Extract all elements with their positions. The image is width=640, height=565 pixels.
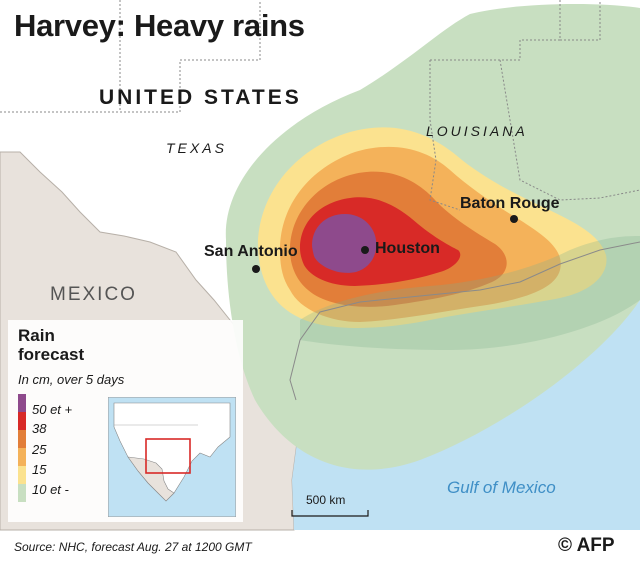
city-label-baton-rouge: Baton Rouge <box>460 195 560 212</box>
coastal-overlay <box>300 236 640 350</box>
legend-swatch-10 <box>18 466 26 484</box>
legend: Rain forecast In cm, over 5 days 50 et +… <box>8 320 243 522</box>
afp-credit: © AFP <box>558 535 615 556</box>
houston-marker <box>361 246 369 254</box>
legend-label-50: 50 et + <box>32 402 73 417</box>
label-mexico: MEXICO <box>50 284 137 305</box>
legend-swatch-lightest <box>18 484 26 502</box>
legend-label-10: 10 et - <box>32 482 69 497</box>
label-texas: TEXAS <box>166 140 227 156</box>
scale-bar-label: 500 km <box>306 493 346 507</box>
state-borders <box>0 0 640 211</box>
legend-label-15: 15 <box>32 462 47 477</box>
locator-inset-map <box>108 397 236 517</box>
label-gulf-of-mexico: Gulf of Mexico <box>447 478 556 497</box>
map-title: Harvey: Heavy rains <box>14 8 305 43</box>
san-antonio-marker <box>252 265 260 273</box>
legend-swatch-50 <box>18 394 26 412</box>
legend-label-38: 38 <box>32 421 47 436</box>
source-note: Source: NHC, forecast Aug. 27 at 1200 GM… <box>14 540 252 554</box>
legend-swatch-38 <box>18 412 26 430</box>
label-united-states: UNITED STATES <box>99 86 302 109</box>
legend-label-25: 25 <box>32 442 47 457</box>
legend-title: Rain forecast <box>18 326 85 364</box>
legend-subtitle: In cm, over 5 days <box>18 372 125 387</box>
baton-rouge-marker <box>510 215 518 223</box>
rain-zone-50 <box>312 214 377 273</box>
city-label-san-antonio: San Antonio <box>204 243 298 260</box>
scale-bar <box>291 510 369 517</box>
label-louisiana: LOUISIANA <box>426 123 528 139</box>
inset-focus-box <box>145 438 191 474</box>
legend-swatch-15 <box>18 448 26 466</box>
inset-mexico <box>127 456 175 502</box>
coastline <box>289 241 640 401</box>
legend-swatch-25 <box>18 430 26 448</box>
city-label-houston: Houston <box>375 240 440 257</box>
